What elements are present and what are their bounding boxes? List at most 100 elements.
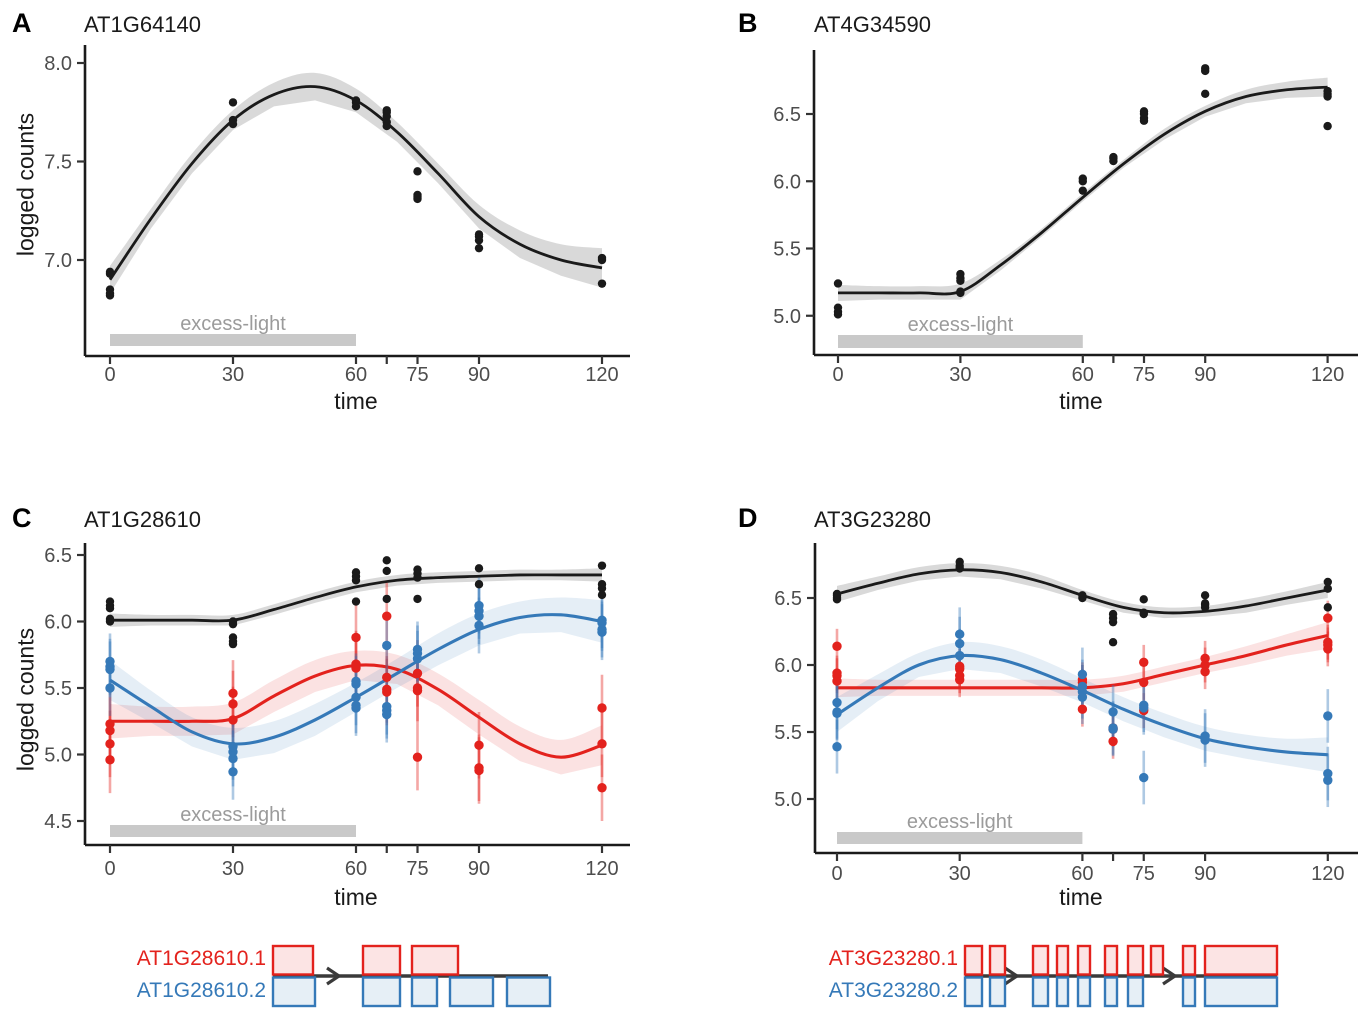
exon-box (988, 976, 1007, 1008)
panel-d-chart: excess-light 0 30 60 75 90 120 5.0 5.5 6.0 6.5 (774, 543, 1358, 885)
svg-text:excess-light: excess-light (908, 314, 1014, 336)
exon-box (1103, 944, 1119, 976)
panel-a-tag: A (12, 8, 32, 38)
axes: 0 30 60 75 90 120 5.0 5.5 6.0 6.5 (773, 50, 1358, 386)
exon-box (271, 944, 315, 976)
strand-arrow-icon (1004, 966, 1020, 986)
exon-box (1203, 976, 1279, 1008)
fitted-curves (838, 85, 1328, 296)
svg-text:6.5: 6.5 (774, 588, 802, 610)
excess-light-annotation: excess-light (837, 811, 1083, 844)
svg-text:5.5: 5.5 (44, 678, 72, 700)
svg-text:5.0: 5.0 (774, 789, 802, 811)
excess-light-annotation: excess-light (110, 804, 356, 837)
exon-box (1126, 944, 1145, 976)
svg-text:75: 75 (1133, 364, 1155, 386)
axes: 0 30 60 75 90 120 4.5 5.0 5.5 6.0 6.5 (44, 543, 630, 880)
panel-c-tag: C (12, 503, 32, 533)
svg-text:0: 0 (832, 364, 843, 386)
exon-box (1031, 976, 1050, 1008)
svg-text:30: 30 (949, 364, 971, 386)
strand-arrow-icon (1162, 966, 1178, 986)
svg-text:120: 120 (585, 858, 618, 880)
exon-box (1149, 944, 1165, 976)
svg-text:75: 75 (1133, 863, 1155, 885)
panel-b-xlabel: time (1059, 388, 1103, 414)
svg-text:75: 75 (406, 364, 428, 386)
svg-text:60: 60 (1071, 863, 1093, 885)
axes: 0 30 60 75 90 120 5.0 5.5 6.0 6.5 (774, 543, 1358, 885)
svg-text:90: 90 (1194, 364, 1216, 386)
exon-box (271, 976, 317, 1008)
exon-box (361, 976, 402, 1008)
exon-box (410, 976, 439, 1008)
panel-b-title: AT4G34590 (814, 12, 932, 37)
svg-text:30: 30 (222, 364, 244, 386)
data-points (832, 557, 1333, 785)
exon-box (963, 976, 984, 1008)
svg-text:120: 120 (1311, 364, 1344, 386)
svg-text:0: 0 (104, 364, 115, 386)
panel-a-xlabel: time (334, 388, 378, 414)
exon-box (1181, 944, 1197, 976)
svg-text:60: 60 (1072, 364, 1094, 386)
panel-d-tag: D (738, 503, 758, 533)
exon-box (1203, 944, 1279, 976)
exon-box (988, 944, 1007, 976)
svg-text:excess-light: excess-light (180, 313, 286, 335)
svg-text:8.0: 8.0 (44, 53, 72, 75)
transcript-label-at1g28610-1: AT1G28610.1 (136, 947, 266, 970)
svg-text:90: 90 (468, 858, 490, 880)
panel-b-chart: excess-light 0 30 60 75 90 120 5.0 5.5 6.0 6.5 (773, 50, 1358, 386)
svg-text:5.0: 5.0 (44, 745, 72, 767)
svg-text:6.0: 6.0 (774, 655, 802, 677)
exon-box (1055, 976, 1070, 1008)
excess-light-annotation: excess-light (110, 313, 356, 346)
svg-text:30: 30 (222, 858, 244, 880)
svg-text:6.0: 6.0 (773, 171, 801, 193)
svg-text:60: 60 (345, 858, 367, 880)
svg-text:75: 75 (406, 858, 428, 880)
data-points (105, 96, 607, 300)
svg-text:4.5: 4.5 (44, 811, 72, 833)
svg-text:90: 90 (1194, 863, 1216, 885)
svg-text:90: 90 (468, 364, 490, 386)
exon-box (1055, 944, 1070, 976)
exon-box (1076, 976, 1092, 1008)
svg-text:6.5: 6.5 (773, 104, 801, 126)
transcript-label-at1g28610-2: AT1G28610.2 (136, 979, 266, 1002)
svg-text:60: 60 (345, 364, 367, 386)
exon-box (1031, 944, 1050, 976)
exon-box (448, 976, 495, 1008)
data-points (105, 556, 607, 793)
exon-box (1181, 976, 1197, 1008)
svg-text:7.5: 7.5 (44, 152, 72, 174)
panel-d-xlabel: time (1059, 884, 1103, 910)
svg-text:120: 120 (1311, 863, 1344, 885)
svg-text:6.0: 6.0 (44, 612, 72, 634)
svg-text:7.0: 7.0 (44, 250, 72, 272)
exon-box (361, 944, 402, 976)
svg-text:5.0: 5.0 (773, 306, 801, 328)
svg-text:excess-light: excess-light (907, 811, 1013, 833)
transcript-diagrams (271, 944, 1279, 1008)
exon-box (963, 944, 984, 976)
panel-c-chart: excess-light 0 30 60 75 90 120 4.5 5.0 5.5 6.0 6.5 (44, 543, 630, 880)
excess-light-annotation: excess-light (838, 314, 1083, 348)
exon-box (505, 976, 552, 1008)
panel-d-title: AT3G23280 (814, 507, 932, 532)
panel-a-title: AT1G64140 (84, 12, 202, 37)
panel-c-xlabel: time (334, 884, 378, 910)
exon-box (410, 944, 460, 976)
svg-text:120: 120 (585, 364, 618, 386)
exon-box (1103, 976, 1119, 1008)
svg-text:5.5: 5.5 (774, 722, 802, 744)
axes: 0 30 60 75 90 120 7.0 7.5 8.0 (44, 45, 630, 386)
transcript-label-at3g23280-1: AT3G23280.1 (828, 947, 958, 970)
panel-b-tag: B (738, 8, 758, 38)
panel-c-title: AT1G28610 (84, 507, 202, 532)
exon-box (1076, 944, 1092, 976)
svg-text:0: 0 (104, 858, 115, 880)
panel-a-chart: excess-light 0 30 60 75 90 120 7.0 7.5 8.0 (44, 45, 630, 386)
